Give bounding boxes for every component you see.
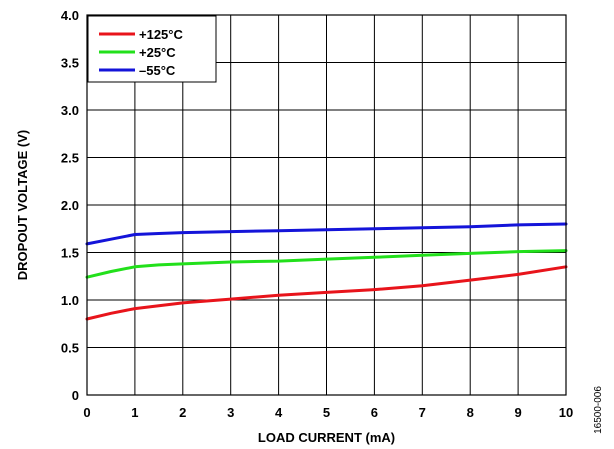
- x-tick-label: 3: [227, 405, 234, 420]
- x-tick-label: 0: [83, 405, 90, 420]
- legend-label: –55°C: [139, 63, 176, 78]
- y-axis-ticks: 0 0.5 1.0 1.5 2.0 2.5 3.0 3.5 4.0: [61, 8, 79, 403]
- x-tick-label: 6: [371, 405, 378, 420]
- y-tick-label: 1.0: [61, 293, 79, 308]
- legend: +125°C +25°C –55°C: [87, 15, 217, 83]
- plot-frame: [86, 14, 567, 396]
- x-tick-label: 10: [559, 405, 573, 420]
- x-axis-ticks: 0 1 2 3 4 5 6 7 8 9 10: [83, 405, 573, 420]
- x-tick-label: 2: [179, 405, 186, 420]
- y-tick-label: 2.5: [61, 151, 79, 166]
- x-axis-title: LOAD CURRENT (mA): [258, 430, 395, 445]
- series-lines: [85, 222, 568, 321]
- x-tick-label: 1: [131, 405, 138, 420]
- x-tick-label: 4: [275, 405, 283, 420]
- y-tick-label: 0: [72, 388, 79, 403]
- y-axis-title: DROPOUT VOLTAGE (V): [15, 130, 30, 280]
- x-tick-label: 9: [514, 405, 521, 420]
- series-line-2: [85, 222, 568, 246]
- x-tick-label: 7: [419, 405, 426, 420]
- series-line-1: [85, 249, 568, 279]
- x-tick-label: 8: [467, 405, 474, 420]
- y-tick-label: 3.0: [61, 103, 79, 118]
- y-tick-label: 0.5: [61, 341, 79, 356]
- y-tick-label: 4.0: [61, 8, 79, 23]
- legend-label: +25°C: [139, 45, 176, 60]
- x-tick-label: 5: [323, 405, 330, 420]
- legend-label: +125°C: [139, 27, 183, 42]
- series-line-0: [85, 265, 568, 321]
- y-tick-label: 3.5: [61, 56, 79, 71]
- figure-id: 16500-006: [593, 386, 604, 434]
- y-tick-label: 1.5: [61, 246, 79, 261]
- y-tick-label: 2.0: [61, 198, 79, 213]
